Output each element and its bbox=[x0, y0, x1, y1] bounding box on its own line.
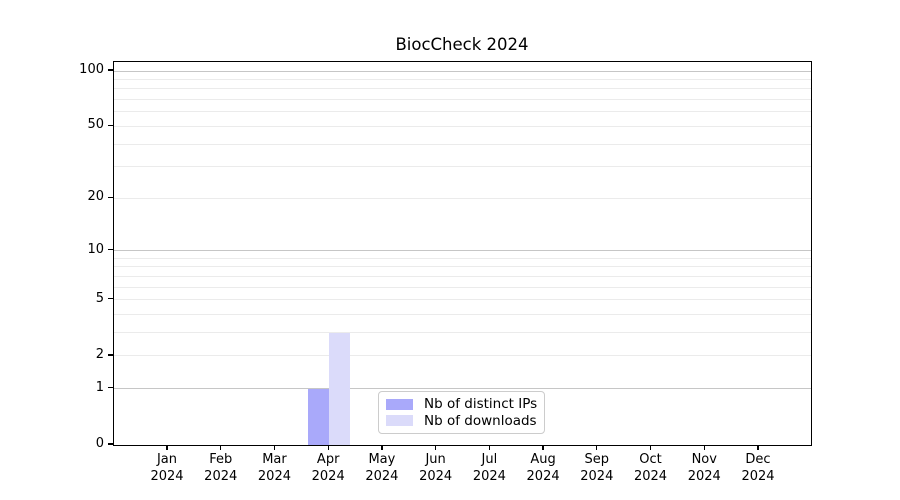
chart-title: BiocCheck 2024 bbox=[395, 35, 529, 54]
y-axis-tick bbox=[108, 298, 113, 300]
x-axis-tick-label: Jan 2024 bbox=[150, 452, 184, 484]
x-axis-tick-label: May 2024 bbox=[365, 452, 399, 484]
y-axis-tick bbox=[108, 196, 113, 198]
minor-gridline bbox=[114, 197, 811, 199]
y-axis-tick bbox=[108, 354, 113, 356]
x-axis-tick-label: Mar 2024 bbox=[257, 452, 291, 484]
y-axis-tick-label: 10 bbox=[87, 241, 104, 257]
legend: Nb of distinct IPs Nb of downloads bbox=[378, 391, 545, 434]
minor-gridline bbox=[114, 78, 811, 80]
y-axis-tick bbox=[108, 443, 113, 445]
minor-gridline bbox=[114, 111, 811, 113]
x-axis-tick bbox=[273, 445, 276, 450]
major-gridline bbox=[114, 250, 811, 252]
x-axis-tick bbox=[220, 445, 222, 450]
y-axis-tick-label: 50 bbox=[87, 117, 104, 133]
x-axis-tick bbox=[757, 445, 759, 450]
major-gridline bbox=[114, 388, 811, 390]
minor-gridline bbox=[114, 275, 811, 277]
major-gridline bbox=[114, 70, 811, 72]
x-axis-tick-label: Feb 2024 bbox=[204, 452, 238, 484]
bar-distinct-ips bbox=[308, 388, 330, 445]
minor-gridline bbox=[114, 257, 811, 259]
minor-gridline bbox=[114, 266, 811, 268]
x-axis-tick bbox=[327, 445, 329, 450]
x-axis-tick-label: Oct 2024 bbox=[633, 452, 668, 484]
legend-item-downloads: Nb of downloads bbox=[386, 412, 537, 429]
legend-swatch-downloads bbox=[386, 415, 413, 427]
minor-gridline bbox=[114, 125, 811, 127]
y-axis-tick-label: 2 bbox=[95, 346, 104, 362]
x-axis-tick-label: Apr 2024 bbox=[311, 452, 345, 484]
minor-gridline bbox=[114, 88, 811, 90]
x-axis-tick bbox=[703, 445, 705, 450]
y-axis-tick bbox=[108, 249, 113, 251]
minor-gridline bbox=[114, 332, 811, 334]
minor-gridline bbox=[114, 166, 811, 168]
y-axis-tick bbox=[108, 387, 113, 389]
y-axis-tick-label: 100 bbox=[79, 62, 104, 77]
x-axis-tick bbox=[381, 445, 383, 450]
bar-downloads bbox=[329, 332, 351, 445]
y-axis-tick-label: 20 bbox=[87, 189, 104, 205]
bars-layer bbox=[114, 62, 811, 445]
y-axis-tick bbox=[108, 124, 113, 127]
x-axis-tick bbox=[542, 445, 544, 450]
y-axis-tick-label: 1 bbox=[95, 379, 104, 395]
x-axis-tick-label: Nov 2024 bbox=[687, 452, 721, 484]
x-axis-tick bbox=[166, 445, 168, 450]
x-axis-tick bbox=[649, 445, 652, 450]
minor-gridline bbox=[114, 299, 811, 301]
legend-swatch-distinct-ips bbox=[386, 398, 413, 410]
x-axis-tick-label: Aug 2024 bbox=[526, 452, 560, 484]
minor-gridline bbox=[114, 99, 811, 101]
legend-label-downloads: Nb of downloads bbox=[424, 412, 537, 429]
x-axis-tick bbox=[434, 445, 437, 450]
legend-item-distinct-ips: Nb of distinct IPs bbox=[386, 396, 538, 413]
y-axis-tick-label: 0 bbox=[95, 436, 104, 451]
x-axis-tick-label: Jun 2024 bbox=[419, 452, 453, 484]
minor-gridline bbox=[114, 355, 811, 357]
plot-area bbox=[113, 61, 812, 446]
gridlines-layer bbox=[114, 62, 811, 445]
minor-gridline bbox=[114, 286, 811, 288]
minor-gridline bbox=[114, 314, 811, 316]
legend-label-distinct-ips: Nb of distinct IPs bbox=[424, 396, 538, 413]
x-axis-tick bbox=[596, 445, 598, 450]
y-axis-tick bbox=[108, 69, 113, 71]
x-axis-tick-label: Dec 2024 bbox=[741, 452, 775, 484]
y-axis-tick-label: 5 bbox=[95, 290, 104, 306]
minor-gridline bbox=[114, 143, 811, 145]
x-axis-tick-label: Sep 2024 bbox=[580, 452, 614, 484]
x-axis-tick bbox=[488, 445, 490, 450]
x-axis-tick-label: Jul 2024 bbox=[472, 452, 506, 484]
